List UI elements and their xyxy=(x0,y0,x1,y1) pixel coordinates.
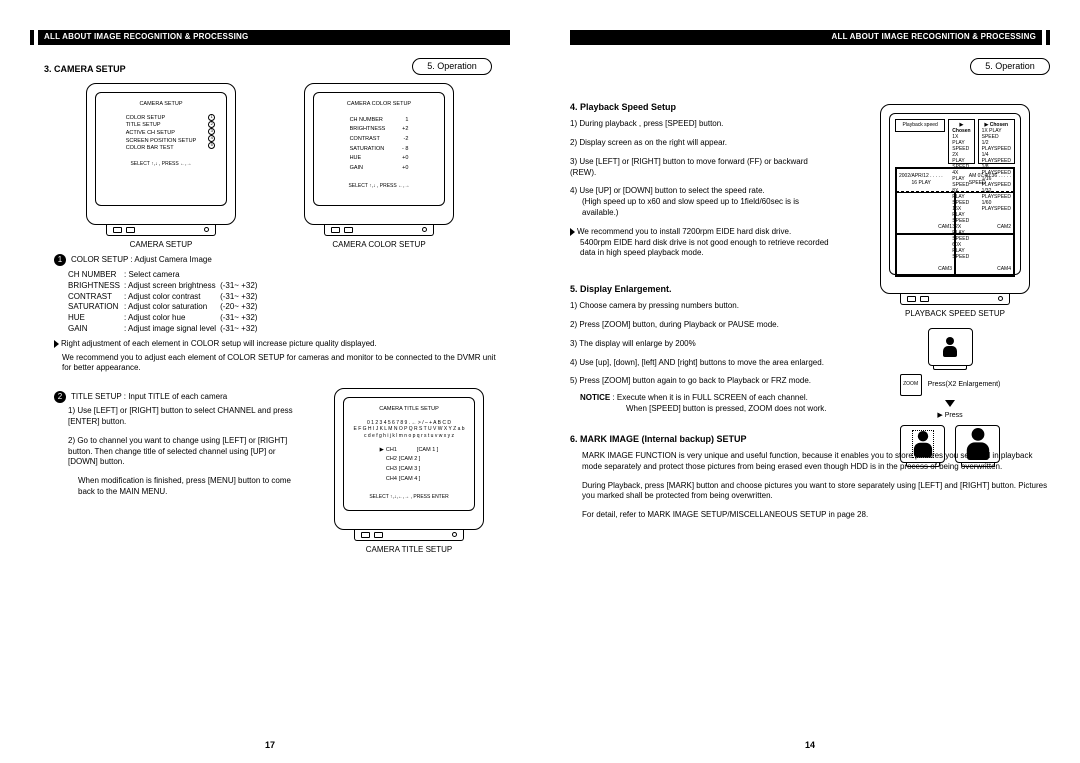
arrow-down-icon xyxy=(945,400,955,407)
bullet-icon xyxy=(54,340,59,348)
monitor-camera-setup: CAMERA SETUP COLOR SETUP TITLE SETUP ACT… xyxy=(66,83,256,251)
screen1-title: CAMERA SETUP xyxy=(102,101,220,108)
s1-i: COLOR BAR TEST xyxy=(126,145,197,153)
monitor-row-1: CAMERA SETUP COLOR SETUP TITLE SETUP ACT… xyxy=(30,83,510,251)
n1-title: COLOR SETUP : Adjust Camera Image xyxy=(71,255,212,264)
item-1: 1COLOR SETUP : Adjust Camera Image xyxy=(54,254,496,266)
tip1b: We recommend you to adjust each element … xyxy=(62,353,496,375)
page-left: ALL ABOUT IMAGE RECOGNITION & PROCESSING… xyxy=(0,0,540,763)
play-title: Playback speed xyxy=(895,119,945,132)
mon1-cap: CAMERA SETUP xyxy=(66,240,256,251)
p3: 3) Use [LEFT] or [RIGHT] button to move … xyxy=(570,157,830,179)
screen3-title: CAMERA TITLE SETUP xyxy=(350,406,468,413)
tip2: We recommend you to install 7200rpm EIDE… xyxy=(570,227,830,238)
s1-i: SCREEN POSITION SETUP xyxy=(126,138,197,146)
e5: 5) Press [ZOOM] button again to go back … xyxy=(570,376,870,387)
settings-table: CH NUMBER: Select camera BRIGHTNESS: Adj… xyxy=(68,270,261,335)
s1-foot: SELECT ↑,↓ , PRESS ←,→ xyxy=(102,161,220,168)
info-strip: 2002/APR/12 . . . . . 16 PLAYAM 07:40:36… xyxy=(896,168,1014,192)
notice: NOTICE : Execute when it is in FULL SCRE… xyxy=(580,393,870,404)
monitor-playback: Playback speed ▶ Chosen 1X PLAY SPEED2X … xyxy=(860,104,1050,320)
cam-cell: CAM3 xyxy=(896,234,955,276)
sect-4-title: 4. Playback Speed Setup xyxy=(570,101,830,113)
p4b: (High speed up to x60 and slow speed up … xyxy=(582,197,830,219)
enlargement-fig: ZOOM Press(X2 Enlargement) ▶ Press xyxy=(850,328,1050,467)
p4: 4) Use [UP] or [DOWN] button to select t… xyxy=(570,186,830,197)
bullet-icon xyxy=(570,228,575,236)
banner-text: ALL ABOUT IMAGE RECOGNITION & PROCESSING xyxy=(44,32,248,43)
n2-1: 1) Use [LEFT] or [RIGHT] button to selec… xyxy=(68,406,302,428)
n2-3: When modification is finished, press [ME… xyxy=(78,476,302,498)
screen2-title: CAMERA COLOR SETUP xyxy=(320,101,438,108)
banner-text: ALL ABOUT IMAGE RECOGNITION & PROCESSING xyxy=(832,32,1036,43)
cam-cell: CAM2 xyxy=(955,192,1014,234)
e4: 4) Use [up], [down], [left] AND [right] … xyxy=(570,358,870,369)
s2-foot: SELECT ↑,↓ , PRESS ←,→ xyxy=(320,183,438,190)
mini-monitor xyxy=(928,328,973,370)
cam-cell: CAM4 xyxy=(955,234,1014,276)
tip1: Right adjustment of each element in COLO… xyxy=(54,339,496,350)
pagenum-left: 17 xyxy=(30,739,510,751)
mon3-cap: CAMERA TITLE SETUP xyxy=(314,545,504,556)
monitor-camera-color: CAMERA COLOR SETUP CH NUMBER1 BRIGHTNESS… xyxy=(284,83,474,251)
s1-i: ACTIVE CH SETUP xyxy=(126,130,197,138)
s1-i: COLOR SETUP xyxy=(126,115,197,123)
e3: 3) The display will enlarge by 200% xyxy=(570,339,870,350)
s3-foot: SELECT ↑,↓,←,→ , PRESS ENTER xyxy=(350,494,468,501)
monitor-camera-title: CAMERA TITLE SETUP 0 1 2 3 4 5 6 7 8 9 .… xyxy=(314,388,504,556)
item-2: 2TITLE SETUP : Input TITLE of each camer… xyxy=(54,391,288,403)
p2: 2) Display screen as on the right will a… xyxy=(570,138,830,149)
mini-monitor xyxy=(955,425,1000,467)
e2: 2) Press [ZOOM] button, during Playback … xyxy=(570,320,870,331)
speed-box-l: ▶ Chosen 1X PLAY SPEED2X PLAY SPEED4X PL… xyxy=(948,119,974,164)
pagenum-right: 14 xyxy=(570,739,1050,751)
ops-badge: 5. Operation xyxy=(970,58,1050,75)
mini-monitor xyxy=(900,425,945,467)
callouts: 1 2 3 4 5 xyxy=(208,114,217,149)
right-col: Playback speed ▶ Chosen 1X PLAY SPEED2X … xyxy=(850,120,1050,467)
zoom-button-icon: ZOOM xyxy=(900,374,922,396)
ops-badge: 5. Operation xyxy=(412,58,492,75)
m3: For detail, refer to MARK IMAGE SETUP/MI… xyxy=(582,510,1050,521)
mon4-cap: PLAYBACK SPEED SETUP xyxy=(860,309,1050,320)
m2: During Playback, press [MARK] button and… xyxy=(582,481,1050,503)
n2-2: 2) Go to channel you want to change usin… xyxy=(68,436,302,468)
banner-left: ALL ABOUT IMAGE RECOGNITION & PROCESSING xyxy=(30,30,510,45)
spread: ALL ABOUT IMAGE RECOGNITION & PROCESSING… xyxy=(0,0,1080,763)
s1-i: TITLE SETUP xyxy=(126,122,197,130)
banner-right: ALL ABOUT IMAGE RECOGNITION & PROCESSING xyxy=(570,30,1050,45)
cam-grid: 2002/APR/12 . . . . . 16 PLAYAM 07:40:36… xyxy=(895,167,1015,277)
notice2: When [SPEED] button is pressed, ZOOM doe… xyxy=(626,404,870,415)
page-right: ALL ABOUT IMAGE RECOGNITION & PROCESSING… xyxy=(540,0,1080,763)
p1: 1) During playback , press [SPEED] butto… xyxy=(570,119,830,130)
n2-title: TITLE SETUP : Input TITLE of each camera xyxy=(71,392,227,401)
speed-box-r: ▶ Chosen 1X PLAY SPEED1/2 PLAYSPEED1/4 P… xyxy=(978,119,1015,164)
zoom-cap: Press(X2 Enlargement) xyxy=(928,380,1001,389)
cam-cell: CAM1 xyxy=(896,192,955,234)
e1: 1) Choose camera by pressing numbers but… xyxy=(570,301,870,312)
mon2-cap: CAMERA COLOR SETUP xyxy=(284,240,474,251)
tip2b: 5400rpm EIDE hard disk drive is not good… xyxy=(580,238,830,260)
